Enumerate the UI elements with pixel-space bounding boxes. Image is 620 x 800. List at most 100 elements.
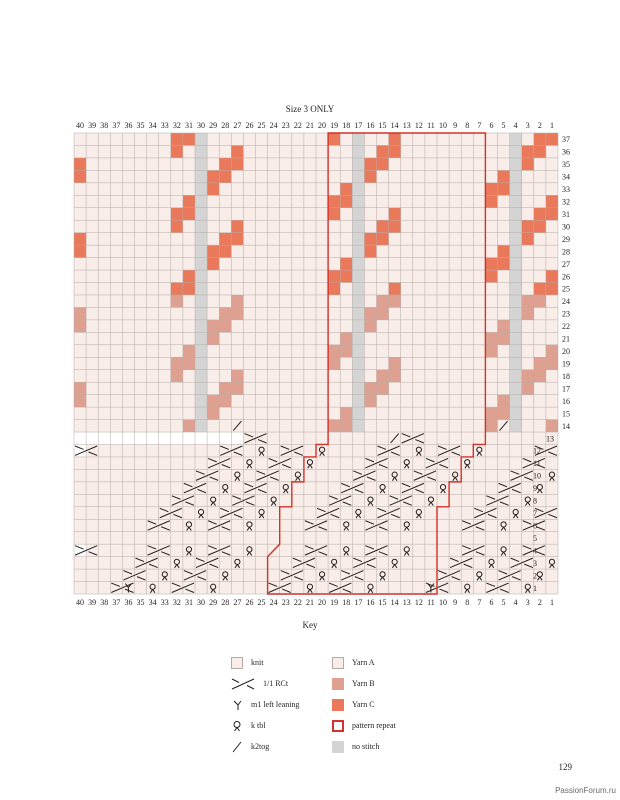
cell-knit: [267, 506, 280, 520]
cell-no-stitch: [509, 145, 522, 158]
cell-yarn-a: [340, 357, 353, 370]
cell-knit: [291, 494, 304, 507]
cell-yarn-a: [364, 357, 377, 370]
cell-yarn-a: [170, 270, 183, 283]
cell-no-stitch: [195, 133, 208, 146]
cell-yarn-a: [146, 182, 159, 196]
cell-yarn-a: [473, 270, 486, 283]
cell-knit: [207, 469, 220, 482]
cell-knit: [291, 506, 304, 520]
column-number-top: 8: [465, 121, 469, 130]
cell-yarn-a: [437, 357, 450, 370]
rct-symbol: [195, 470, 219, 481]
cell-yarn-b: [497, 332, 510, 345]
cell-knit: [461, 556, 474, 570]
cell-yarn-a: [134, 145, 147, 158]
cell-knit: [533, 519, 546, 532]
cell-no-stitch: [195, 232, 208, 246]
row-number: 33: [562, 185, 570, 194]
cell-knit: [316, 481, 329, 495]
cell-yarn-a: [170, 382, 183, 395]
cell-yarn-a: [219, 282, 232, 295]
column-number-top: 23: [282, 121, 290, 130]
cell-yarn-a: [424, 407, 437, 420]
cell-knit: [400, 494, 413, 507]
cell-knit: [316, 432, 329, 445]
cell-no-stitch: [352, 232, 365, 246]
cell-yarn-c: [545, 133, 558, 146]
cell-yarn-a: [122, 357, 135, 370]
cell-yarn-b: [231, 369, 244, 383]
cell-yarn-a: [243, 207, 256, 221]
cell-yarn-c: [376, 157, 389, 171]
cell-yarn-a: [449, 357, 462, 370]
cell-yarn-a: [146, 407, 159, 420]
cell-yarn-a: [182, 245, 195, 258]
cell-yarn-a: [376, 394, 389, 408]
cell-knit: [400, 569, 413, 582]
cell-yarn-a: [316, 282, 329, 295]
cell-knit: [376, 519, 389, 532]
cell-yarn-a: [267, 319, 280, 333]
cell-yarn-a: [146, 294, 159, 308]
cell-yarn-a: [243, 195, 256, 208]
rct-symbol: [377, 445, 400, 456]
cell-yarn-a: [473, 344, 486, 358]
cell-knit: [376, 444, 389, 457]
cell-knit: [449, 456, 462, 470]
column-number-top: 27: [233, 121, 241, 130]
cell-yarn-a: [182, 294, 195, 308]
ktbl-symbol: [355, 514, 362, 519]
cell-yarn-a: [461, 357, 474, 370]
cell-knit: [170, 506, 183, 520]
rct-symbol: [522, 520, 546, 531]
cell-knit: [545, 531, 558, 545]
ktbl-symbol: [222, 489, 228, 494]
cell-yarn-a: [449, 419, 462, 433]
cell-no-stitch: [352, 357, 365, 370]
cell-yarn-c: [207, 257, 220, 271]
cell-no-stitch: [195, 207, 208, 221]
cell-yarn-a: [291, 282, 304, 295]
cell-yarn-a: [98, 270, 111, 283]
cell-knit: [437, 469, 450, 482]
cell-yarn-a: [340, 157, 353, 171]
cell-yarn-a: [485, 145, 498, 158]
cell-yarn-a: [267, 133, 280, 146]
cell-yarn-a: [424, 369, 437, 383]
cell-knit: [497, 531, 510, 545]
cell-yarn-a: [279, 369, 292, 383]
cell-yarn-a: [86, 207, 99, 221]
cell-yarn-a: [110, 257, 123, 271]
cell-yarn-a: [328, 157, 341, 171]
cell-yarn-a: [533, 307, 546, 320]
cell-yarn-a: [231, 344, 244, 358]
cell-knit: [267, 481, 280, 495]
cell-knit: [376, 506, 389, 520]
cell-yarn-a: [182, 232, 195, 246]
rct-symbol: [207, 457, 231, 469]
column-number-top: 21: [306, 121, 314, 130]
cell-no-stitch: [352, 257, 365, 271]
chart-symbols: [74, 420, 558, 594]
cell-yarn-a: [485, 207, 498, 221]
cell-no-stitch: [352, 307, 365, 320]
cell-yarn-b: [376, 307, 389, 320]
cell-knit: [267, 469, 280, 482]
cell-no-stitch: [352, 294, 365, 308]
cell-yarn-a: [134, 257, 147, 271]
cell-knit: [352, 432, 365, 445]
cell-knit: [545, 519, 558, 532]
cell-knit: [170, 556, 183, 570]
cell-knit: [146, 481, 159, 495]
cell-yarn-c: [182, 133, 195, 146]
cell-yarn-a: [98, 344, 111, 358]
cell-yarn-a: [437, 419, 450, 433]
key-item-ktbl: k tbl: [231, 715, 299, 736]
cell-yarn-a: [521, 332, 534, 345]
column-number-top: 38: [100, 121, 108, 130]
cell-knit: [243, 519, 256, 532]
cell-knit: [485, 481, 498, 495]
cell-yarn-a: [400, 270, 413, 283]
cell-knit: [122, 544, 135, 557]
